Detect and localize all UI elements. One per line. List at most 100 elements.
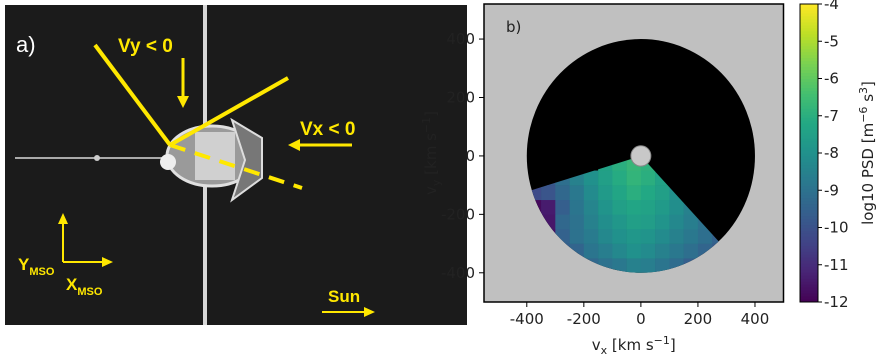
colorbar-strip xyxy=(800,102,818,106)
colorbar-strip xyxy=(800,135,818,139)
heatmap-cell xyxy=(669,214,684,230)
y-tick-label: -400 xyxy=(441,264,475,282)
colorbar-strip xyxy=(800,30,818,35)
x-tick-label: -400 xyxy=(510,310,544,328)
heatmap-cell xyxy=(683,214,699,230)
heatmap-cell xyxy=(612,170,627,186)
colorbar-strip xyxy=(800,99,818,103)
colorbar-strip xyxy=(800,66,818,71)
colorbar-strip xyxy=(800,155,818,160)
colorbar-strip xyxy=(800,206,818,211)
colorbar-strip xyxy=(800,239,818,243)
heatmap-cell xyxy=(697,228,713,244)
colorbar-strip xyxy=(800,132,818,136)
heatmap-cell xyxy=(626,258,642,273)
heatmap-cell xyxy=(640,199,656,215)
axis-label-sub: x xyxy=(601,344,608,356)
colorbar-strip xyxy=(800,4,818,8)
colorbar-strip xyxy=(800,224,818,228)
colorbar-strip xyxy=(800,284,818,288)
colorbar-tick-label: -7 xyxy=(824,107,839,125)
heatmap-cell xyxy=(569,199,585,215)
colorbar-strip xyxy=(800,203,818,208)
colorbar-strip xyxy=(800,230,818,234)
heatmap-cell xyxy=(655,199,670,215)
colorbar-strip xyxy=(800,141,818,145)
heatmap-cell xyxy=(626,170,642,186)
colorbar-strip xyxy=(800,69,818,74)
colorbar-tick-label: -12 xyxy=(824,293,849,311)
axis-label: vy [km s−1] xyxy=(420,111,443,195)
colorbar-strip xyxy=(800,164,818,169)
axis-label-part: v xyxy=(422,186,440,195)
colorbar-strip xyxy=(800,272,818,276)
colorbar-tick-label: -11 xyxy=(824,256,849,274)
heatmap-cell xyxy=(683,228,699,244)
colorbar-label-part: ] xyxy=(859,81,877,87)
heatmap-cell xyxy=(598,185,613,201)
colorbar-strip xyxy=(800,147,818,151)
colorbar-strip xyxy=(800,299,818,303)
colorbar-strip xyxy=(800,96,818,100)
heatmap-cell xyxy=(541,199,556,215)
heatmap-cell xyxy=(583,185,599,201)
colorbar-strip xyxy=(800,21,818,26)
colorbar-strip xyxy=(800,218,818,223)
heatmap-cell xyxy=(531,185,542,201)
colorbar-strip xyxy=(800,150,818,154)
heatmap-cell xyxy=(541,185,556,201)
y-tick-label: 400 xyxy=(446,30,475,48)
heatmap-cell xyxy=(655,214,670,230)
heatmap-cell xyxy=(669,199,684,215)
arrowhead xyxy=(102,257,113,267)
colorbar-strip xyxy=(800,281,818,285)
colorbar-strip xyxy=(800,287,818,291)
colorbar-strip xyxy=(800,48,818,53)
heatmap-cell xyxy=(555,214,570,230)
colorbar-strip xyxy=(800,129,818,133)
colorbar-strip xyxy=(800,185,818,190)
heatmap-cell xyxy=(640,243,656,259)
heatmap-cell xyxy=(669,243,684,259)
heatmap-cell xyxy=(583,228,599,244)
heatmap-cell xyxy=(655,228,670,244)
heatmap-cell xyxy=(555,199,570,215)
colorbar-strip xyxy=(800,75,818,79)
heatmap-cell xyxy=(626,199,642,215)
colorbar-tick-label: -9 xyxy=(824,181,839,199)
y-tick-label: -200 xyxy=(441,205,475,223)
colorbar-strip xyxy=(800,209,818,214)
colorbar-label-sup: 3 xyxy=(857,87,870,94)
heatmap-cell xyxy=(583,214,599,230)
colorbar-strip xyxy=(800,179,818,184)
axis-line xyxy=(169,143,303,190)
panel-label: a) xyxy=(16,32,36,57)
colorbar-strip xyxy=(800,45,818,50)
colorbar-strip xyxy=(800,158,818,163)
axis-label-part: ] xyxy=(670,336,676,354)
colorbar-strip xyxy=(800,260,818,264)
colorbar-strip xyxy=(800,191,818,196)
colorbar-strip xyxy=(800,36,818,41)
colorbar-label-part: s xyxy=(859,94,877,107)
fov-line xyxy=(93,43,172,147)
colorbar-strip xyxy=(800,15,818,20)
colorbar-strip xyxy=(800,87,818,91)
heatmap-cell xyxy=(655,185,670,201)
colorbar-strip xyxy=(800,18,818,23)
colorbar-strip xyxy=(800,81,818,85)
axis-label-sub: MSO xyxy=(77,286,103,298)
x-tick-label: 200 xyxy=(684,310,713,328)
arrowhead xyxy=(288,139,300,151)
colorbar-strip xyxy=(800,105,818,109)
heatmap-cell xyxy=(640,214,656,230)
colorbar-strip xyxy=(800,27,818,32)
heatmap-cell xyxy=(612,258,627,273)
axis-label-part: ] xyxy=(422,111,440,117)
heatmap-cell xyxy=(612,228,627,244)
axis-label-sub: MSO xyxy=(29,266,55,278)
plot-frame xyxy=(483,3,785,303)
colorbar-strip xyxy=(800,266,818,270)
heatmap-cell xyxy=(598,228,613,244)
